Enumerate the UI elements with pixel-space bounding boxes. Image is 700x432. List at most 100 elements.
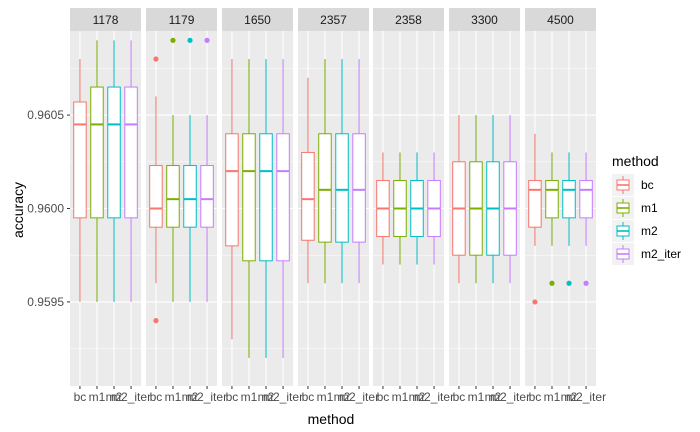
box-m2-1179: [183, 37, 197, 302]
x-tick-label: m2: [409, 390, 426, 404]
box-m2-4500: [562, 152, 576, 286]
x-tick-label: bc: [74, 390, 87, 404]
facet-strip-label: 1179: [169, 13, 195, 27]
legend-item-m1: m1: [612, 197, 658, 219]
y-tick-label: 0.9595: [27, 295, 64, 309]
x-tick-label: m1: [544, 390, 561, 404]
box-iqr: [259, 133, 273, 262]
box-iqr: [545, 179, 559, 219]
facet-strip-label: 2358: [395, 13, 422, 27]
y-axis-title: accuracy: [10, 182, 26, 238]
box-bc-3300: [452, 115, 466, 284]
x-tick-label: m2: [485, 390, 502, 404]
legend-item-bc: bc: [612, 174, 654, 196]
y-tick-label: 0.9605: [27, 108, 64, 122]
box-iqr: [242, 133, 256, 262]
x-tick-label: m1: [241, 390, 258, 404]
box-iqr: [225, 133, 239, 247]
box-m1-1178: [90, 40, 104, 302]
outlier-point: [566, 280, 572, 286]
box-iqr: [183, 165, 197, 228]
box-bc-4500: [528, 133, 542, 305]
facet-strip: [525, 8, 596, 31]
outlier-point: [153, 56, 159, 62]
box-iqr: [352, 133, 366, 243]
x-tick-label: m2: [334, 390, 351, 404]
facet-strip: [222, 8, 293, 31]
x-tick-label: bc: [377, 390, 390, 404]
box-m2_iter-2357: [352, 59, 366, 284]
legend-label: bc: [641, 178, 654, 192]
facet-strip: [298, 8, 369, 31]
outlier-point: [187, 37, 193, 43]
y-axis: 0.9595 0.9600 0.9605: [27, 108, 70, 309]
legend-label: m1: [641, 201, 658, 215]
x-tick-label: bc: [529, 390, 542, 404]
box-m2_iter-1179: [200, 37, 214, 302]
box-iqr: [73, 101, 87, 219]
x-tick-label: m2_iter: [414, 390, 454, 404]
box-m2_iter-1178: [124, 40, 138, 302]
box-bc-1178: [73, 59, 87, 302]
box-iqr: [90, 86, 104, 219]
box-m2_iter-2358: [427, 152, 441, 265]
box-m1-2357: [318, 59, 332, 284]
outlier-point: [170, 37, 176, 43]
facet-strip-label: 3300: [471, 13, 498, 27]
box-iqr: [276, 133, 290, 262]
box-m2_iter-1650: [276, 59, 290, 358]
x-tick-label: m2_iter: [187, 390, 227, 404]
outlier-point: [532, 299, 538, 305]
legend-item-m2: m2: [612, 220, 658, 242]
x-tick-label: bc: [150, 390, 163, 404]
outlier-point: [153, 318, 159, 324]
legend-entries: bc m1 m2 m2_iter: [612, 174, 681, 265]
facet-strip-label: 4500: [547, 13, 574, 27]
box-m1-3300: [469, 115, 483, 284]
box-m2-1650: [259, 59, 273, 358]
x-tick-label: m2_iter: [263, 390, 303, 404]
legend-item-m2_iter: m2_iter: [612, 243, 681, 265]
box-iqr: [562, 179, 576, 219]
box-iqr: [107, 86, 121, 219]
x-tick-label: bc: [453, 390, 466, 404]
legend: method bc m1 m2 m2_iter: [612, 153, 681, 265]
box-m1-1650: [242, 59, 256, 358]
facet-strip-label: 1650: [244, 13, 271, 27]
box-bc-2358: [376, 152, 390, 265]
x-tick-label: m2: [258, 390, 275, 404]
facet-strip: [373, 8, 444, 31]
x-tick-label: m1: [165, 390, 182, 404]
box-m2-2358: [410, 152, 424, 265]
x-tick-label: bc: [226, 390, 239, 404]
box-iqr: [318, 133, 332, 243]
outlier-point: [549, 280, 555, 286]
box-iqr: [335, 133, 349, 243]
x-tick-label: m1: [392, 390, 409, 404]
outlier-point: [583, 280, 589, 286]
x-tick-label: m2_iter: [566, 390, 606, 404]
x-tick-label: m1: [317, 390, 334, 404]
x-tick-label: m1: [468, 390, 485, 404]
legend-label: m2: [641, 224, 658, 238]
box-m2-1178: [107, 40, 121, 302]
box-m2_iter-4500: [579, 152, 593, 286]
x-tick-label: m2: [561, 390, 578, 404]
box-iqr: [124, 86, 138, 219]
box-iqr: [166, 165, 180, 228]
x-tick-label: bc: [302, 390, 315, 404]
x-axis-title: method: [308, 411, 355, 427]
box-m1-4500: [545, 152, 559, 286]
facet-strip: [449, 8, 520, 31]
x-tick-label: m1: [89, 390, 106, 404]
x-tick-label: m2_iter: [490, 390, 530, 404]
box-iqr: [579, 179, 593, 219]
box-bc-1650: [225, 59, 239, 340]
